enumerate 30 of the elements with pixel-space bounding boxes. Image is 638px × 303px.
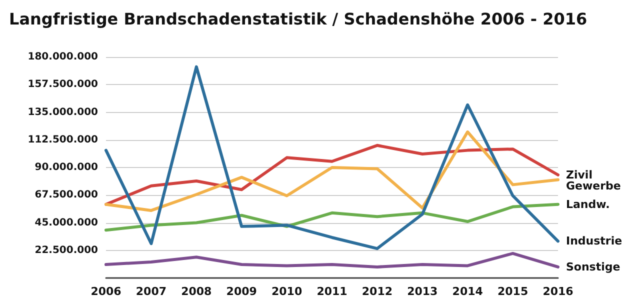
x-tick-label: 2009 — [226, 285, 257, 298]
line-series — [104, 252, 560, 268]
line-series — [104, 144, 560, 206]
x-tick-label: 2008 — [181, 285, 212, 298]
y-tick-label: 22.500.000 — [34, 244, 98, 256]
x-tick-label: 2007 — [136, 285, 167, 298]
y-tick-label: 180.000.000 — [28, 52, 98, 62]
chart-title: Langfristige Brandschadenstatistik / Schadenshöhe 2006 - 2016 — [9, 10, 588, 28]
y-tick-label: 45.000.000 — [34, 217, 98, 228]
line-series — [104, 202, 560, 232]
y-tick-label: 90.000.000 — [34, 162, 98, 173]
line-series — [104, 65, 560, 250]
series-label: Landw. — [566, 198, 610, 211]
y-tick-label: 157.500.000 — [28, 79, 98, 90]
series-label: Industrie — [566, 234, 622, 248]
x-tick-label: 2010 — [271, 285, 302, 298]
line-series — [104, 130, 560, 212]
x-tick-label: 2013 — [407, 285, 438, 298]
y-tick-label: 67.500.000 — [34, 190, 98, 201]
series-label: Zivil — [566, 168, 592, 182]
y-tick-label: 112.500.000 — [28, 134, 98, 146]
x-tick-label: 2011 — [316, 285, 348, 298]
x-tick-label: 2014 — [452, 285, 484, 298]
series-label: Sonstige — [566, 260, 620, 274]
x-tick-label: 2012 — [362, 285, 393, 298]
y-tick-label: 135.000.000 — [28, 106, 98, 118]
x-tick-label: 2016 — [542, 285, 574, 298]
x-tick-label: 2006 — [90, 285, 122, 298]
x-tick-label: 2015 — [497, 285, 528, 298]
series-label: Gewerbe — [566, 179, 621, 192]
